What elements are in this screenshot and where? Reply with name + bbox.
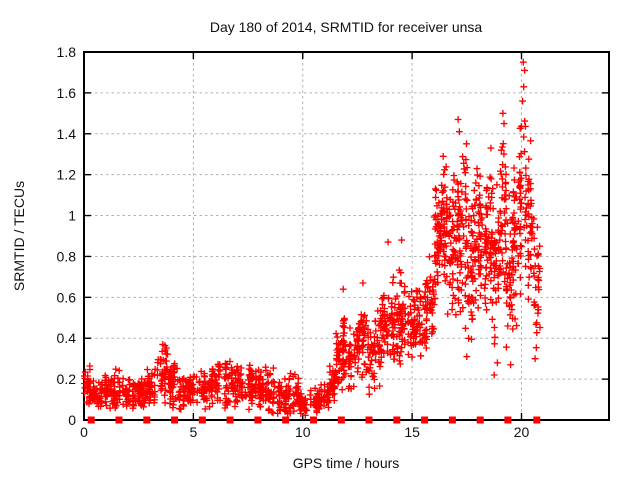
y-tick-label: 0.2: [57, 371, 77, 387]
y-tick-label: 0.6: [57, 289, 77, 305]
plot-border: [83, 51, 610, 421]
x-tick-label: 5: [189, 424, 197, 440]
y-tick-label: 1.2: [57, 167, 77, 183]
chart-title: Day 180 of 2014, SRMTID for receiver uns…: [210, 19, 483, 35]
zero-markers: [87, 416, 541, 424]
x-axis-title: GPS time / hours: [293, 455, 400, 471]
x-tick-label: 20: [514, 424, 530, 440]
y-tick-label: 0: [68, 412, 76, 428]
axes-frame: [83, 51, 610, 421]
x-tick-label: 15: [404, 424, 420, 440]
y-tick-label: 1.8: [57, 44, 77, 60]
data-layer: [81, 58, 544, 424]
y-tick-label: 1.4: [57, 126, 77, 142]
scatter-points: [81, 58, 544, 419]
y-tick-label: 0.8: [57, 248, 77, 264]
x-tick-label: 0: [80, 424, 88, 440]
y-tick-label: 0.4: [57, 330, 77, 346]
y-tick-label: 1: [68, 208, 76, 224]
y-axis-title: SRMTID / TECUs: [11, 181, 27, 291]
tick-labels: 0 5 10 15 20 0 0.2 0.4 0.6 0.8 1 1.2 1.4 1.6 1.8: [57, 44, 530, 440]
x-tick-label: 10: [295, 424, 311, 440]
gridlines: [84, 52, 609, 420]
y-tick-label: 1.6: [57, 85, 77, 101]
